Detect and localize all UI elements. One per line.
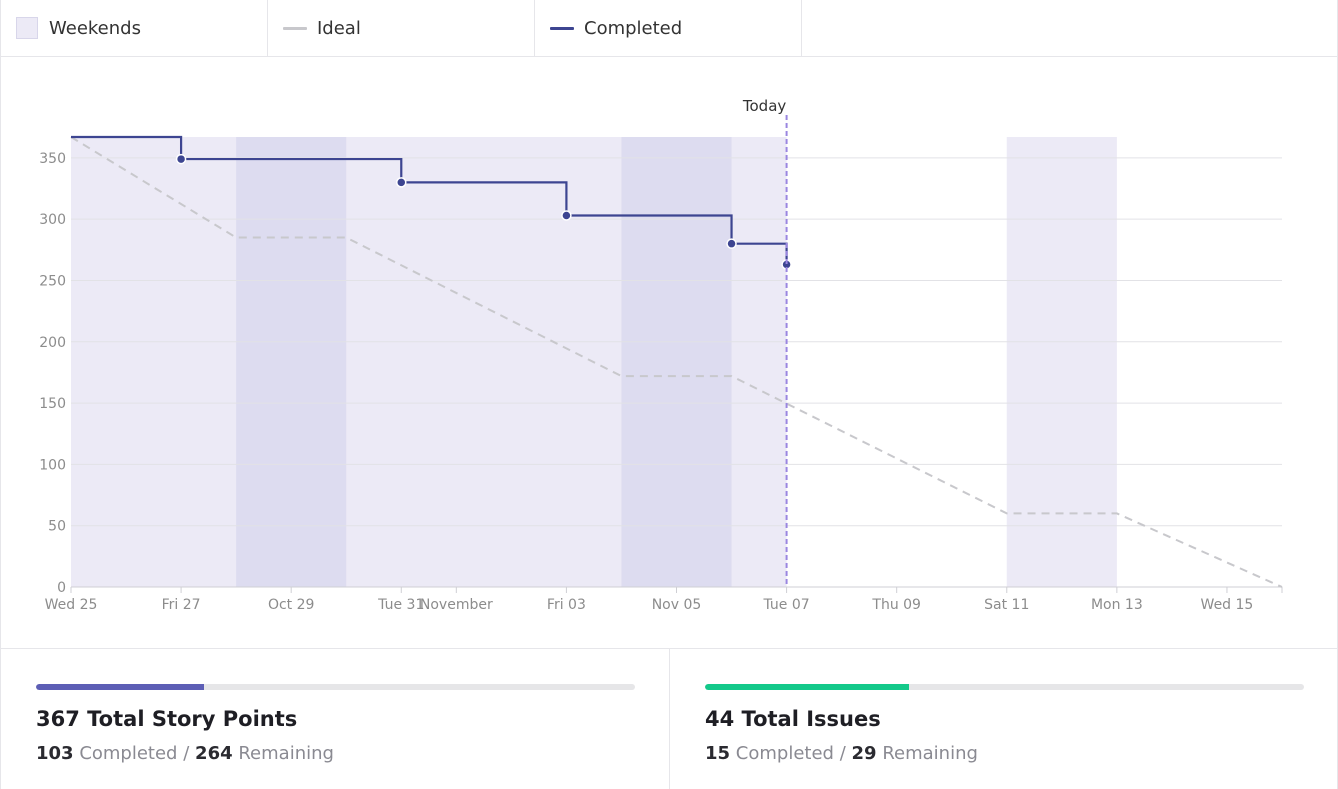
- y-tick-label: 50: [48, 519, 66, 535]
- x-tick-label: Fri 27: [162, 597, 201, 613]
- y-tick-label: 150: [39, 396, 66, 412]
- today-label: Today: [742, 97, 787, 115]
- y-tick-label: 0: [57, 580, 66, 596]
- story-points-title: 367 Total Story Points: [36, 707, 298, 731]
- legend-item-ideal[interactable]: Ideal: [268, 0, 535, 56]
- story-points-remaining-value: 264: [195, 743, 233, 764]
- y-tick-label: 100: [39, 457, 66, 473]
- x-tick-label: Wed 25: [45, 597, 98, 613]
- story-points-breakdown: 103 Completed / 264 Remaining: [36, 743, 634, 764]
- ideal-line-swatch-icon: [283, 26, 307, 30]
- x-tick-label: November: [420, 597, 493, 613]
- issues-completed-value: 15: [705, 743, 731, 764]
- y-tick-label: 350: [39, 151, 66, 167]
- y-tick-label: 250: [39, 273, 66, 289]
- issues-completed-label: Completed: [735, 743, 834, 764]
- x-tick-label: Nov 05: [652, 597, 702, 613]
- issues-progress-fill: [705, 684, 910, 690]
- completed-point: [175, 153, 187, 165]
- issues-remaining-value: 29: [851, 743, 877, 764]
- y-tick-label: 300: [39, 212, 66, 228]
- x-tick-label: Oct 29: [268, 597, 314, 613]
- legend-label-ideal: Ideal: [317, 17, 361, 39]
- burndown-chart: 0 50 100 150 200 250 300 350 Wed 25 Fri 27 Oct 29…: [1, 57, 1338, 648]
- completed-line-swatch-icon: [550, 26, 574, 30]
- ideal-line: [70, 136, 1283, 588]
- weekend-band: [621, 137, 732, 587]
- x-tick-label: Sat 11: [984, 597, 1029, 613]
- issues-breakdown: 15 Completed / 29 Remaining: [705, 743, 1304, 764]
- x-tick-label: Mon 13: [1091, 597, 1143, 613]
- legend-item-weekends[interactable]: Weekends: [1, 0, 268, 56]
- burndown-chart-svg: 0 50 100 150 200 250 300 350 Wed 25 Fri 27 Oct 29…: [39, 97, 1283, 613]
- x-tick-label: Tue 31: [377, 597, 424, 613]
- chart-legend: Weekends Ideal Completed: [1, 0, 1338, 57]
- completed-point: [561, 210, 572, 221]
- issues-title: 44 Total Issues: [705, 707, 881, 731]
- issues-remaining-label: Remaining: [882, 743, 978, 764]
- issues-card: 44 Total Issues 15 Completed / 29 Remain…: [670, 649, 1338, 789]
- legend-label-completed: Completed: [584, 17, 683, 39]
- today-marker: Today: [742, 97, 788, 587]
- story-points-separator: /: [183, 743, 190, 764]
- x-tick-label: Fri 03: [547, 597, 586, 613]
- legend-item-completed[interactable]: Completed: [535, 0, 802, 56]
- story-points-completed-label: Completed: [79, 743, 178, 764]
- weekend-bands: [71, 137, 1117, 587]
- story-points-completed-value: 103: [36, 743, 74, 764]
- completed-line: [71, 135, 788, 265]
- story-points-progress-fill: [36, 684, 205, 690]
- weekends-swatch-icon: [16, 17, 38, 39]
- y-axis-labels: 0 50 100 150 200 250 300 350: [39, 151, 66, 596]
- story-points-card: 367 Total Story Points 103 Completed / 2…: [1, 649, 670, 789]
- summary-stats: 367 Total Story Points 103 Completed / 2…: [1, 648, 1338, 789]
- issues-progress-track: [705, 684, 1304, 690]
- y-tick-label: 200: [39, 335, 66, 351]
- story-points-progress-track: [36, 684, 635, 690]
- ideal-series: [70, 136, 1283, 588]
- completed-point: [396, 177, 407, 188]
- legend-label-weekends: Weekends: [49, 17, 141, 39]
- weekend-band: [1006, 137, 1117, 587]
- story-points-remaining-label: Remaining: [238, 743, 334, 764]
- x-tick-label: Wed 15: [1201, 597, 1254, 613]
- x-tick-label: Thu 09: [871, 597, 921, 613]
- issues-separator: /: [839, 743, 846, 764]
- x-tick-label: Tue 07: [762, 597, 809, 613]
- weekend-band: [236, 137, 347, 587]
- completed-point: [726, 238, 737, 249]
